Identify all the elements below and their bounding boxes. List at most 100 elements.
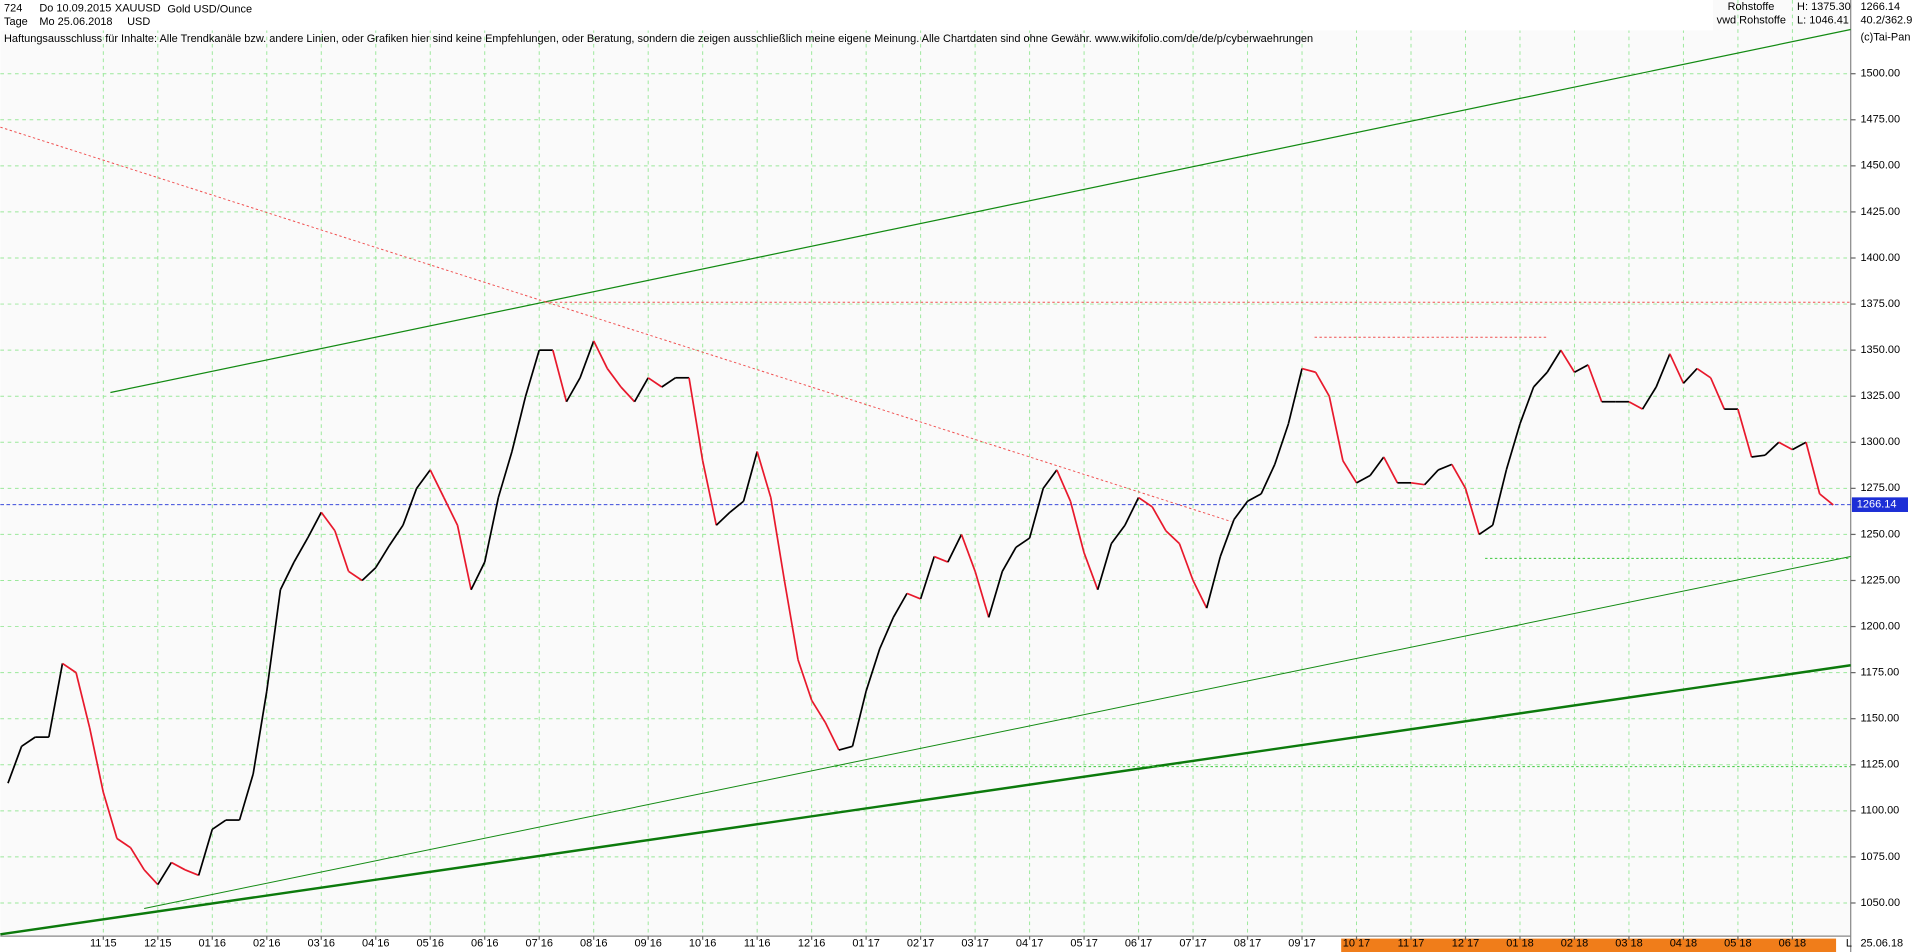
x-tick-label: 11 15: [90, 937, 117, 949]
price-segment: [1356, 474, 1371, 484]
period: Tage: [4, 16, 28, 28]
marks: [0, 28, 1851, 936]
price-segment: [633, 377, 649, 403]
disclaimer: Haftungsausschluss für Inhalte: Alle Tre…: [4, 33, 1313, 45]
price-segment: [606, 368, 622, 388]
price-segment: [1301, 367, 1316, 374]
symbol: XAUUSD: [115, 2, 161, 14]
price-segment: [1709, 377, 1726, 410]
price-segment: [1001, 546, 1017, 572]
price-segment: [933, 555, 949, 563]
x-tick-label: 06 18: [1779, 937, 1806, 949]
price-segment: [1532, 371, 1548, 388]
price-segment: [1110, 524, 1126, 545]
x-tick-label: 12 16: [798, 937, 825, 949]
price-segment: [1015, 537, 1031, 549]
trend-line: [0, 126, 1232, 522]
price-segment: [483, 497, 500, 563]
price-segment: [1342, 460, 1358, 484]
price-segment: [987, 571, 1004, 618]
price-segment: [947, 534, 963, 563]
price-segment: [1641, 386, 1657, 410]
price-segment: [1682, 367, 1698, 384]
price-segment: [47, 663, 64, 738]
price-segment: [429, 469, 445, 498]
price-segment: [1287, 368, 1303, 425]
price-segment: [552, 349, 568, 402]
price-segment: [1778, 441, 1793, 451]
price-segment: [1219, 519, 1235, 557]
price-segment: [1574, 364, 1589, 374]
price-segment: [1628, 400, 1643, 410]
price-segment: [1178, 543, 1194, 581]
y-tick-label: 1125.00: [1860, 759, 1899, 771]
y-tick-label: 1175.00: [1860, 667, 1899, 679]
price-segment: [1192, 580, 1208, 609]
price-segment: [1260, 464, 1276, 495]
price-segment: [470, 561, 486, 591]
price-segment: [647, 377, 663, 388]
y-tick-label: 1275.00: [1860, 482, 1900, 494]
price-segment: [729, 500, 745, 513]
x-tick-label: 06 16: [471, 937, 498, 949]
trend-line: [144, 556, 1851, 909]
price-segment: [334, 530, 350, 572]
x-tick-label: 06 17: [1125, 937, 1152, 949]
price-segment: [592, 340, 609, 369]
x-tick-label: 05 16: [417, 937, 444, 949]
price-segment: [1587, 364, 1603, 403]
price-segment: [306, 511, 323, 539]
price-segment: [701, 460, 718, 526]
y-tick-label: 1225.00: [1860, 574, 1900, 586]
y-tick-label: 1075.00: [1860, 851, 1900, 863]
y-tick-label: 1200.00: [1860, 620, 1900, 632]
price-segment: [838, 745, 853, 751]
price-segment: [661, 377, 676, 388]
y-tick-label: 1475.00: [1860, 114, 1900, 126]
price-segment: [443, 497, 459, 526]
price-segment: [143, 869, 159, 886]
y-tick-label: 1400.00: [1860, 252, 1900, 264]
price-segment: [238, 773, 254, 821]
price-segment: [1751, 454, 1766, 458]
last-price-box: [1851, 497, 1908, 512]
y-tick-label: 1425.00: [1860, 206, 1900, 218]
x-tick-label: 01 16: [199, 937, 226, 949]
price-segment: [524, 349, 541, 397]
price-segment: [865, 648, 881, 692]
price-segment: [456, 525, 472, 590]
price-segment: [906, 592, 921, 600]
price-segment: [783, 580, 799, 660]
price-segment: [265, 589, 282, 692]
price-segment: [1737, 408, 1753, 458]
price-segment: [1056, 469, 1072, 502]
x-tick-label: 03 18: [1615, 937, 1642, 949]
x-tick-label: 02 17: [907, 937, 934, 949]
price-segment: [1491, 469, 1508, 526]
price-segment: [402, 488, 418, 526]
price-segment: [1764, 441, 1780, 456]
price-segment: [388, 524, 404, 546]
x-tick-label: 10 16: [689, 937, 716, 949]
price-segment: [851, 690, 867, 747]
price-segment: [1233, 500, 1249, 521]
x-tick-label: 10 17: [1343, 937, 1370, 949]
price-segment: [252, 690, 268, 775]
y-tick-label: 1375.00: [1860, 298, 1900, 310]
x-tick-label: 09 17: [1288, 937, 1315, 949]
trend-line: [110, 28, 1851, 394]
end-date: Mo 25.06.2018: [39, 16, 112, 28]
price-segment: [1096, 543, 1113, 590]
x-tick-label: 07 17: [1179, 937, 1206, 949]
price-segment: [320, 511, 336, 532]
low: L: 1046.41: [1797, 15, 1849, 27]
price-segment: [1042, 469, 1058, 489]
price-segment: [810, 699, 826, 723]
start-date: Do 10.09.2015: [39, 2, 111, 14]
axis-end-date: 25.06.18: [1860, 937, 1903, 949]
high: H: 1375.30: [1797, 1, 1851, 13]
price-segment: [1464, 488, 1480, 535]
